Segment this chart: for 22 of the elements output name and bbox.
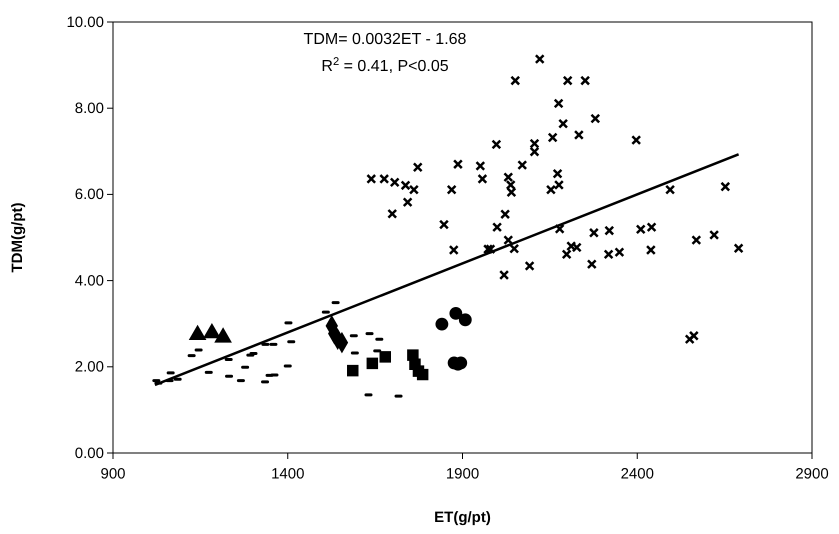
point bbox=[416, 368, 428, 380]
point bbox=[366, 358, 378, 370]
point bbox=[347, 364, 358, 376]
annotation: R$^{2}$ = 0.41, P<0.05 bbox=[321, 56, 449, 75]
y-tick-label: 2.00 bbox=[74, 358, 104, 376]
x-tick-label: 2900 bbox=[795, 466, 829, 482]
point bbox=[449, 306, 462, 320]
y-tick-label: 4.00 bbox=[74, 272, 104, 290]
y-tick-label: 0.00 bbox=[74, 444, 104, 462]
y-tick-label: 10.00 bbox=[66, 14, 104, 31]
x-tick-label: 1400 bbox=[271, 466, 304, 482]
x-tick-label: 900 bbox=[100, 466, 126, 482]
x-axis-title: ET(g/pt) bbox=[434, 509, 491, 526]
annotation: TDM= 0.0032ET - 1.68 bbox=[304, 31, 467, 48]
y-tick-label: 8.00 bbox=[74, 100, 104, 117]
point bbox=[380, 351, 392, 363]
y-tick-label: 6.00 bbox=[74, 186, 104, 204]
x-tick-label: 1900 bbox=[446, 466, 480, 482]
y-axis-title: TDM(g/pt) bbox=[9, 202, 26, 272]
x-tick-label: 2400 bbox=[620, 466, 654, 482]
point bbox=[435, 318, 448, 331]
point bbox=[458, 313, 472, 326]
